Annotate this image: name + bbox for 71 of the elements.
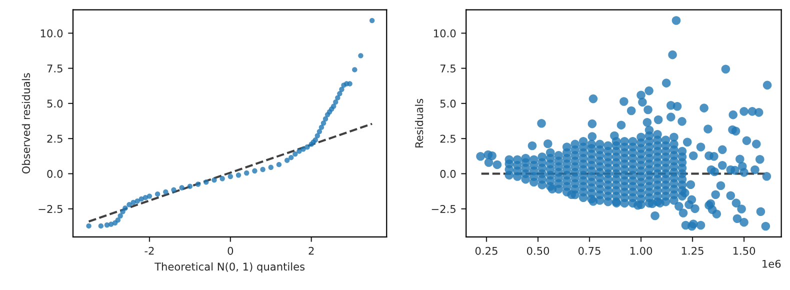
point <box>352 67 358 72</box>
y-tick-label: 7.5 <box>440 64 456 72</box>
point <box>296 148 302 154</box>
point <box>146 194 152 199</box>
point <box>339 86 344 92</box>
point <box>115 217 121 223</box>
y-tick-label: 5.0 <box>47 100 63 108</box>
point <box>335 95 340 100</box>
point <box>316 128 322 134</box>
point <box>322 116 328 122</box>
point <box>118 213 123 218</box>
point <box>228 174 234 180</box>
point <box>195 182 201 187</box>
point <box>163 189 168 195</box>
point <box>333 99 338 105</box>
point <box>236 172 242 178</box>
point <box>220 176 225 182</box>
x-tick-label: 0 <box>228 246 234 255</box>
point <box>130 200 136 206</box>
point <box>126 202 132 208</box>
point <box>252 168 258 174</box>
y-tick-label: 2.5 <box>47 134 62 143</box>
point <box>260 166 266 172</box>
point <box>331 104 336 109</box>
y-tick-label: 0.0 <box>440 170 456 178</box>
point <box>268 164 274 170</box>
x-tick-label: 1.00 <box>630 246 652 255</box>
point <box>244 170 250 176</box>
point <box>204 180 209 185</box>
y-tick-label: 0.0 <box>47 170 63 178</box>
point <box>314 133 320 138</box>
point <box>171 187 176 192</box>
point <box>122 206 128 211</box>
x-tick-label: 0.50 <box>526 246 550 255</box>
x-axis-title: Theoretical N(0, 1) quantiles <box>154 262 305 273</box>
point <box>179 185 184 190</box>
x-tick-label: -2 <box>144 246 154 255</box>
x-tick-label: 2 <box>308 246 314 255</box>
point <box>288 154 294 160</box>
point <box>212 177 217 183</box>
y-tick-label: −2.5 <box>432 205 456 213</box>
y-tick-label: 7.5 <box>47 64 62 72</box>
x-tick-label: 0.25 <box>475 246 498 255</box>
point <box>292 151 298 157</box>
text: 1e6 <box>762 260 781 268</box>
point <box>347 81 352 86</box>
point <box>318 124 324 130</box>
point <box>320 120 326 126</box>
point <box>187 184 193 189</box>
y-axis-title: Observed residuals <box>22 73 30 174</box>
point <box>86 223 92 229</box>
point <box>154 191 160 197</box>
point <box>276 162 282 168</box>
y-tick-label: 10.0 <box>434 29 456 38</box>
point <box>138 196 144 202</box>
x-tick-label: 1.25 <box>682 246 704 255</box>
y-tick-label: 5.0 <box>440 100 456 108</box>
point <box>369 18 375 24</box>
point <box>337 91 342 96</box>
y-axis-title: Residuals <box>414 98 424 148</box>
y-tick-label: 2.5 <box>440 134 456 143</box>
point <box>358 53 364 58</box>
y-tick-label: 10.0 <box>40 29 63 38</box>
point <box>134 198 140 204</box>
x-tick-label: 0.75 <box>578 246 600 255</box>
y-tick-label: −2.5 <box>38 205 62 213</box>
point <box>284 158 290 163</box>
point <box>304 144 310 150</box>
x-tick-label: 1.50 <box>733 246 756 255</box>
point <box>98 223 104 229</box>
point <box>300 146 306 152</box>
